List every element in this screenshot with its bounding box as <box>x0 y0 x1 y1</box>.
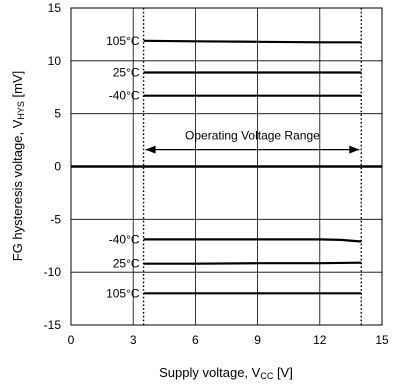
y-axis-label: FG hysteresis voltage, VHYS [mV] <box>10 71 26 261</box>
series-label: -40°C <box>109 89 140 103</box>
series-label: 105°C <box>106 286 140 300</box>
series-labels: 105°C 25°C -40°C -40°C 25°C 105°C <box>106 34 140 301</box>
y-tick-label: 0 <box>54 160 61 174</box>
operating-range-label: Operating Voltage Range <box>185 129 320 143</box>
y-axis-label-sub: HYS <box>16 101 26 120</box>
x-axis-label-unit: [V] <box>273 365 293 380</box>
series-line <box>143 238 362 243</box>
y-tick-label: -10 <box>44 265 62 279</box>
y-tick-label: 5 <box>54 107 61 121</box>
series-line <box>143 39 362 44</box>
y-tick-label: 15 <box>48 1 62 15</box>
x-tick-label: 12 <box>313 333 327 347</box>
x-tick-label: 15 <box>375 333 389 347</box>
y-tick-label: 10 <box>48 54 62 68</box>
x-tick-label: 6 <box>192 333 199 347</box>
x-axis-label-sub: CC <box>260 371 273 381</box>
y-axis-label-unit: [mV] <box>10 71 25 101</box>
y-tick-label: -15 <box>44 318 62 332</box>
plot-frame <box>70 7 383 326</box>
x-axis-label: Supply voltage, VCC [V] <box>159 365 293 381</box>
range-arrowhead-left <box>145 145 156 154</box>
series-label: 25°C <box>113 257 140 271</box>
tick-labels: 0 3 6 9 12 15 -15 -10 -5 0 5 10 15 <box>44 1 389 347</box>
x-tick-label: 0 <box>68 333 75 347</box>
x-tick-label: 9 <box>254 333 261 347</box>
series-label: -40°C <box>109 232 140 246</box>
series-line <box>143 261 362 265</box>
series-label: 105°C <box>106 34 140 48</box>
series-label: 25°C <box>113 65 140 79</box>
range-arrowhead-right <box>349 145 360 154</box>
x-axis-label-main: Supply voltage, V <box>159 365 261 380</box>
series-lines <box>143 39 362 295</box>
x-tick-label: 3 <box>130 333 137 347</box>
y-tick-label: -5 <box>50 212 61 226</box>
operating-range: Operating Voltage Range <box>142 8 362 325</box>
y-axis-label-main: FG hysteresis voltage, V <box>10 119 25 261</box>
